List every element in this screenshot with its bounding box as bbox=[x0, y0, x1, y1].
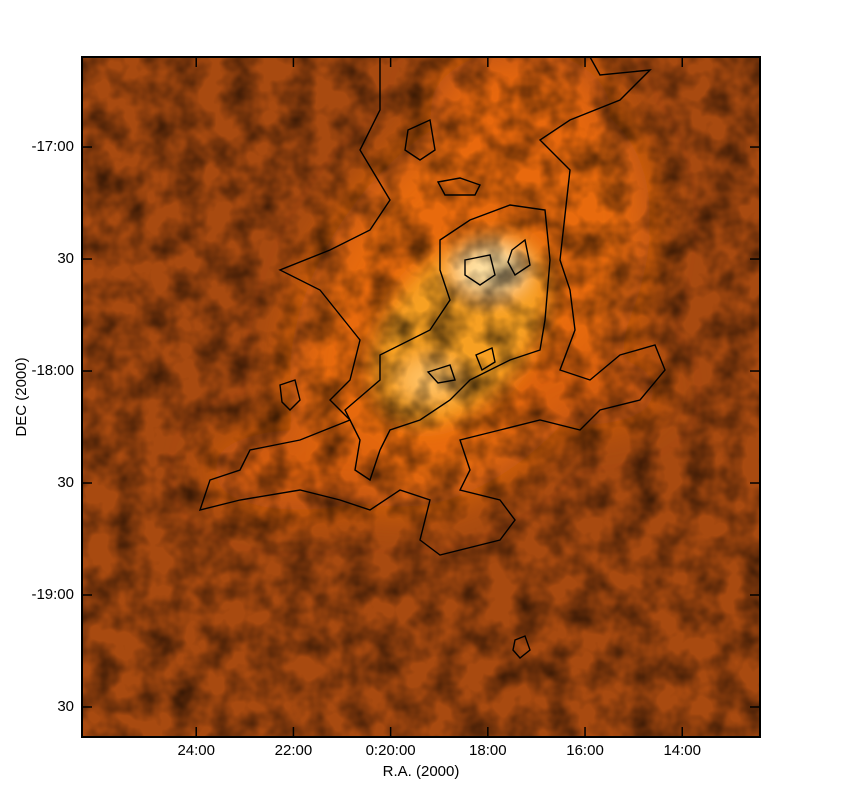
y-tick-label: 30 bbox=[57, 250, 74, 267]
plot-frame bbox=[81, 56, 761, 738]
y-tick-label: -17:00 bbox=[31, 138, 74, 155]
x-tick-label: 16:00 bbox=[566, 742, 604, 759]
y-tick-label: 30 bbox=[57, 474, 74, 491]
x-axis-label: R.A. (2000) bbox=[383, 763, 460, 780]
y-tick-label: -19:00 bbox=[31, 586, 74, 603]
x-tick-label: 18:00 bbox=[469, 742, 507, 759]
y-tick-label: 30 bbox=[57, 698, 74, 715]
x-tick-label: 0:20:00 bbox=[366, 742, 416, 759]
image bbox=[82, 57, 760, 737]
x-tick-label: 14:00 bbox=[663, 742, 701, 759]
y-tick-label: -18:00 bbox=[31, 362, 74, 379]
y-axis-label: DEC (2000) bbox=[13, 357, 30, 436]
x-tick-label: 24:00 bbox=[177, 742, 215, 759]
x-tick-label: 22:00 bbox=[275, 742, 313, 759]
